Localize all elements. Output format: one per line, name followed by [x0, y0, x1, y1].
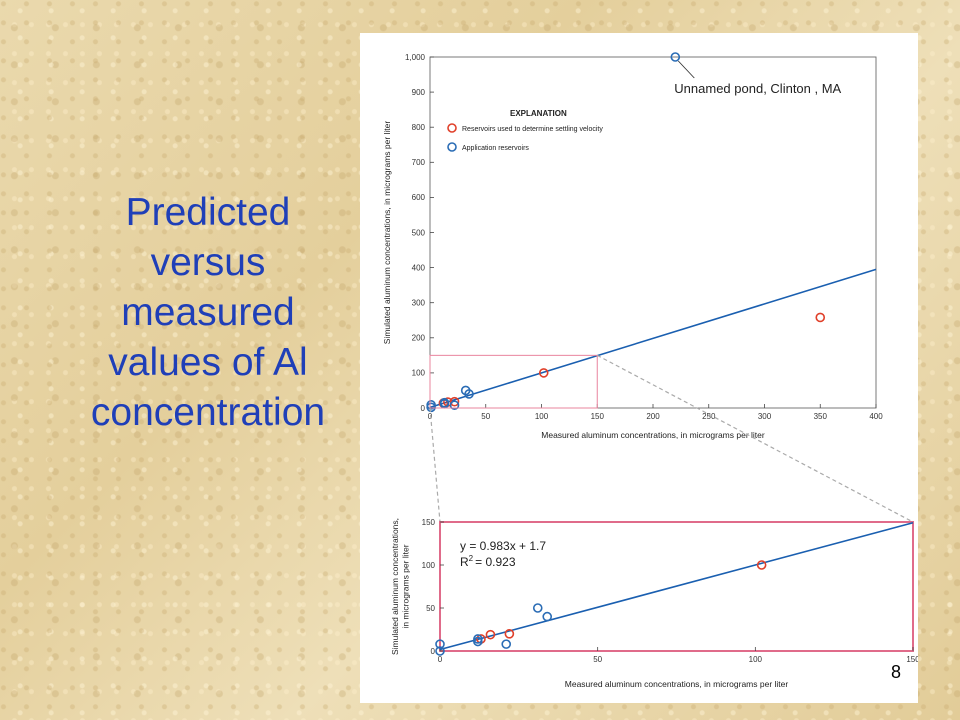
- y-axis-label-line: in micrograms per liter: [401, 544, 411, 628]
- y-tick-label: 300: [412, 299, 426, 308]
- r-squared-value: = 0.923: [475, 555, 516, 569]
- y-axis-label: Simulated aluminum concentrations, in mi…: [382, 121, 392, 345]
- settling-velocity-reservoir-point: [756, 560, 767, 570]
- slide-title-line: concentration: [90, 391, 326, 434]
- settling-velocity-reservoir-point: [538, 368, 549, 378]
- legend-marker: [447, 142, 457, 152]
- application-reservoir-point: [449, 400, 460, 410]
- y-tick-label: 900: [412, 88, 426, 97]
- y-tick-label: 700: [412, 158, 426, 167]
- legend-title: EXPLANATION: [510, 109, 567, 118]
- r-squared-label: R2 = 0.923: [460, 554, 516, 569]
- y-tick-label: 1,000: [405, 53, 426, 62]
- application-reservoir-point: [435, 646, 445, 656]
- y-tick-label: 150: [422, 518, 436, 527]
- connector-line-left: [429, 407, 441, 523]
- x-tick-label: 250: [702, 412, 716, 421]
- annotation-label: Unnamed pond, Clinton , MA: [674, 81, 841, 96]
- slide-title-line: measured: [121, 291, 295, 334]
- legend: EXPLANATION Reservoirs used to determine …: [447, 109, 603, 152]
- x-tick-label: 150: [591, 412, 605, 421]
- x-tick-label: 100: [535, 412, 549, 421]
- settling-velocity-reservoir-point: [815, 312, 826, 323]
- application-reservoir-point: [532, 603, 543, 613]
- y-tick-label: 600: [412, 193, 426, 202]
- y-axis-label-line: Simulated aluminum concentrations,: [390, 518, 400, 655]
- settling-velocity-reservoir-point: [504, 628, 515, 639]
- application-reservoir-point: [435, 639, 445, 649]
- chart-zoom: 0 50 100 150 0 50 100 150 Measured aluminum conc…: [390, 518, 918, 689]
- application-reservoir-point: [670, 52, 681, 62]
- slide-number: 8: [891, 662, 902, 682]
- y-tick-label: 400: [412, 263, 426, 272]
- regression-equation: y = 0.983x + 1.7: [460, 539, 546, 553]
- x-axis-label: Measured aluminum concentrations, in mic…: [541, 430, 765, 440]
- y-tick-label: 200: [412, 334, 426, 343]
- legend-label: Application reservoirs: [462, 145, 529, 152]
- application-reservoir-point: [464, 389, 474, 399]
- slide-title: Predicted versus measured values of Al conce…: [70, 188, 346, 438]
- figure-panel: 0 50 100 150 200 250 300 350 400 0 100 200 300 400 500…: [360, 33, 918, 703]
- slide-title-line: Predicted: [125, 191, 291, 234]
- legend-marker: [447, 123, 457, 133]
- x-tick-label: 300: [758, 412, 772, 421]
- chart-full: 0 50 100 150 200 250 300 350 4000100200300400500…: [382, 52, 883, 440]
- x-tick-label: 400: [869, 412, 883, 421]
- application-reservoir-point: [426, 400, 436, 410]
- slide-title-line: values of Al: [108, 341, 308, 384]
- y-tick-label: 100: [422, 561, 436, 570]
- application-reservoir-point: [501, 639, 512, 649]
- r-squared-superscript: 2: [469, 554, 474, 563]
- settling-velocity-reservoir-point: [485, 629, 496, 640]
- x-tick-label: 100: [749, 655, 763, 664]
- annotation-leader: [677, 60, 695, 79]
- x-tick-label: 150: [906, 655, 918, 664]
- slide-title-line: versus: [150, 241, 266, 284]
- y-tick-label: 800: [412, 123, 426, 132]
- x-tick-label: 200: [646, 412, 660, 421]
- zoom-connector-lines: [429, 354, 914, 523]
- inset-region-outline: [429, 354, 598, 409]
- x-tick-label: 50: [593, 655, 602, 664]
- y-tick-label: 0: [421, 404, 426, 413]
- y-tick-label: 100: [412, 369, 426, 378]
- plot-frame: [439, 521, 914, 652]
- application-reservoir-point: [439, 397, 450, 408]
- application-reservoir-point: [542, 611, 553, 622]
- regression-line: [439, 521, 914, 651]
- regression-line: [429, 268, 877, 409]
- x-axis-label: Measured aluminum concentrations, in mic…: [565, 679, 789, 689]
- x-tick-label: 0: [438, 655, 443, 664]
- x-tick-label: 50: [481, 412, 490, 421]
- r-squared-letter: R: [460, 555, 469, 569]
- y-tick-label: 0: [431, 647, 436, 656]
- x-tick-label: 350: [814, 412, 828, 421]
- figure-svg: 0 50 100 150 200 250 300 350 4000100200300400500…: [382, 52, 918, 689]
- connector-line-right: [596, 354, 914, 523]
- legend-label: Reservoirs used to determine settling ve…: [462, 126, 603, 133]
- application-reservoir-point: [473, 634, 483, 644]
- settling-velocity-reservoir-point: [449, 396, 460, 407]
- y-tick-label: 50: [426, 604, 435, 613]
- y-tick-label: 500: [412, 228, 426, 237]
